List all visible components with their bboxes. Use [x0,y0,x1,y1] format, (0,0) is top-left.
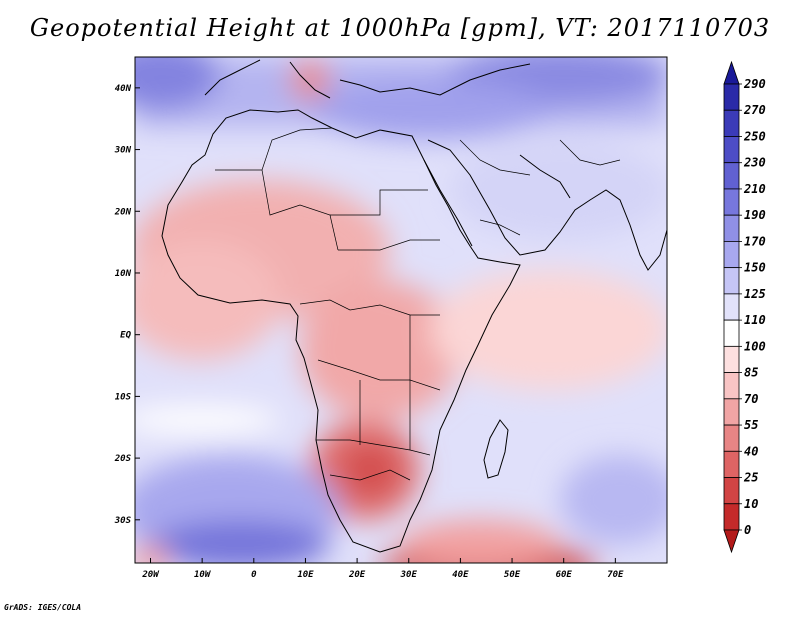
colorbar-label: 170 [744,234,766,248]
lat-tick-label: 20S [114,454,132,464]
colorbar-label: 40 [744,444,758,458]
lon-tick-label: 50E [504,570,521,580]
colorbar-label: 25 [743,471,758,485]
colorbar-swatch [723,372,740,400]
colorbar-label: 190 [744,208,766,222]
lat-tick-label: 30S [114,516,132,526]
coastlines [161,59,667,553]
colorbar-label: 55 [744,418,758,432]
height-field [135,57,667,563]
colorbar-label: 85 [744,366,758,380]
lat-tick-label: 10N [115,269,132,279]
colorbar-label: 230 [743,156,766,170]
colorbar-label: 150 [744,261,766,275]
colorbar-label: 100 [744,339,766,353]
lon-tick-label: 60E [556,570,573,580]
africa-coastline [161,109,521,553]
colorbar-swatch [723,241,740,269]
colorbar-swatch [723,188,740,216]
colorbar-label: 10 [744,497,758,511]
colorbar-label: 250 [743,129,766,143]
colorbar-swatch [723,477,740,505]
lat-tick-label: 20N [114,207,132,217]
colorbar-swatch [723,83,740,111]
colorbar-swatch [723,503,740,531]
colorbar-swatch [723,529,740,554]
grads-credit: GrADS: IGES/COLA [4,603,82,612]
colorbar-swatch [723,267,740,295]
lat-tick-label: 30N [114,146,132,156]
lon-tick-label: 40E [452,570,469,580]
lon-tick-label: 10E [297,570,314,580]
colorbar-label: 210 [743,182,766,196]
madagascar-coastline [483,419,509,479]
persian-gulf-coastline [519,154,571,199]
borders [215,127,621,481]
lat-tick-label: EQ [120,331,131,341]
colorbar-swatch [723,450,740,478]
colorbar-label: 290 [743,77,766,91]
arabia-coastline [427,139,667,271]
plot-frame [134,56,668,564]
map-title: Geopotential Height at 1000hPa [gpm], VT… [29,14,771,42]
colorbar-swatch [723,319,740,347]
colorbar: 2902702502302101901701501251101008570554… [723,60,766,554]
lon-tick-label: 20E [348,570,366,580]
lon-tick-label: 0 [251,570,257,580]
colorbar-swatch [723,162,740,190]
lat-tick-label: 40N [115,84,132,94]
latitude-axis: 40N 30N 20N 10N EQ 10S 20S 30S [114,84,140,526]
lat-tick-label: 10S [115,392,132,402]
colorbar-swatch [723,136,740,164]
lon-tick-label: 70E [607,570,624,580]
colorbar-swatch [723,293,740,321]
red-sea-coastline [423,159,473,247]
europe-coastline [204,59,531,99]
colorbar-label: 125 [744,287,766,301]
colorbar-label: 70 [744,392,758,406]
colorbar-swatch [723,398,740,426]
lon-tick-label: 20W [141,570,160,580]
lon-tick-label: 30E [400,570,418,580]
lon-tick-label: 10W [194,570,212,580]
colorbar-swatch [723,60,740,85]
colorbar-swatch [723,214,740,242]
colorbar-swatch [723,345,740,373]
colorbar-swatch [723,109,740,137]
colorbar-label: 0 [744,523,751,537]
colorbar-swatch [723,424,740,452]
colorbar-label: 110 [744,313,766,327]
longitude-axis: 20W 10W 0 10E 20E 30E 40E 50E 60E 70E [141,558,624,580]
colorbar-label: 270 [743,103,766,117]
